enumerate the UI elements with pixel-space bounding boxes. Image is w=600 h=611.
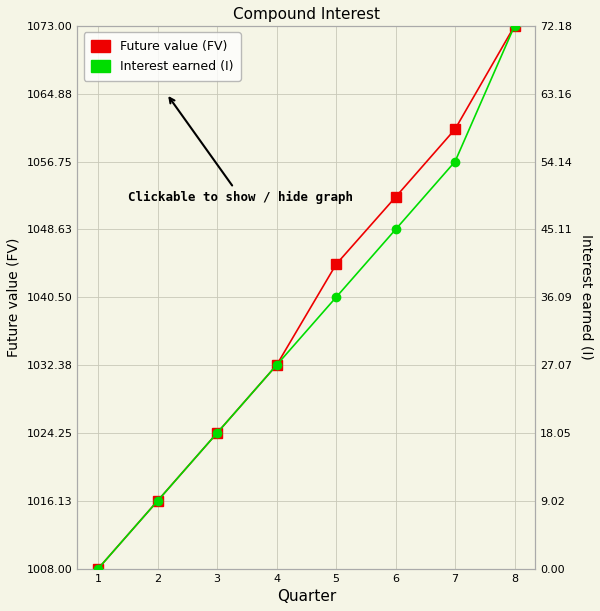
Title: Compound Interest: Compound Interest [233,7,380,22]
Interest earned (I) [392,226,399,233]
Interest earned (I) [332,294,340,301]
Legend: Future value (FV), Interest earned (I): Future value (FV), Interest earned (I) [83,32,241,81]
Line: Interest earned (I): Interest earned (I) [94,22,519,573]
Text: Clickable to show / hide graph: Clickable to show / hide graph [128,98,353,203]
Future value (FV) [392,194,399,201]
Future value (FV) [214,430,221,437]
Interest earned (I) [95,565,102,573]
Future value (FV) [332,261,340,268]
Interest earned (I) [451,158,458,165]
Interest earned (I) [511,22,518,29]
Future value (FV) [154,497,161,505]
Future value (FV) [95,565,102,573]
Future value (FV) [451,125,458,133]
Interest earned (I) [214,430,221,437]
Y-axis label: Interest earned (I): Interest earned (I) [579,235,593,360]
X-axis label: Quarter: Quarter [277,589,336,604]
Future value (FV) [511,22,518,29]
Interest earned (I) [154,497,161,505]
Y-axis label: Future value (FV): Future value (FV) [7,238,21,357]
Interest earned (I) [273,362,280,369]
Line: Future value (FV): Future value (FV) [94,21,520,574]
Future value (FV) [273,361,280,368]
